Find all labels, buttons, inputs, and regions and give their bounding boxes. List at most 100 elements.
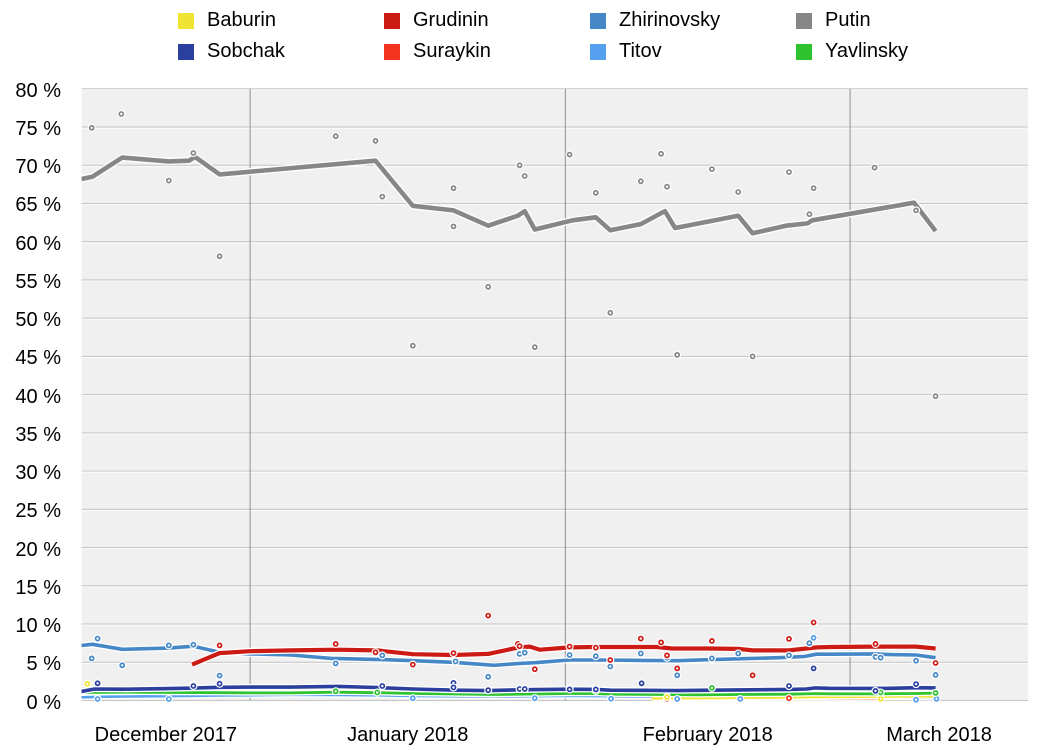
poll-point	[521, 173, 528, 179]
poll-point	[933, 695, 940, 702]
poll-point	[749, 672, 756, 679]
poll-point	[84, 680, 91, 687]
poll-point	[516, 643, 523, 650]
legend-swatch-baburin	[178, 12, 194, 29]
poll-point	[450, 650, 457, 656]
poll-point	[190, 641, 197, 648]
legend-label-zhirinovsky: Zhirinovsky	[619, 9, 721, 31]
poll-point	[332, 641, 339, 647]
poll-point	[566, 652, 573, 658]
poll-point	[450, 223, 457, 230]
poll-point	[749, 353, 756, 360]
poll-point	[806, 640, 813, 647]
legend-item-suraykin: Suraykin	[384, 40, 491, 62]
poll-point	[88, 655, 95, 662]
poll-point	[607, 657, 614, 663]
y-axis-tick-label-55: 55 %	[15, 270, 61, 293]
poll-point	[872, 641, 879, 647]
series-points-sobchak	[93, 664, 921, 695]
poll-point	[913, 681, 919, 687]
poll-point	[409, 695, 416, 702]
poll-point	[165, 642, 172, 649]
poll-point	[786, 695, 792, 702]
poll-point	[409, 661, 416, 668]
poll-point	[638, 680, 645, 687]
poll-point	[913, 657, 919, 664]
y-axis-tick-label-20: 20 %	[15, 538, 61, 561]
legend-item-zhirinovsky: Zhirinovsky	[590, 9, 721, 31]
poll-point	[674, 665, 681, 672]
poll-point	[485, 283, 492, 290]
poll-point	[566, 151, 573, 158]
poll-point	[932, 393, 939, 400]
poll-point	[658, 150, 664, 157]
y-axis-tick-label-60: 60 %	[15, 232, 61, 255]
poll-point	[566, 686, 573, 693]
poll-point	[877, 695, 884, 702]
poll-point	[372, 137, 379, 144]
poll-point	[786, 169, 792, 176]
poll-point	[913, 696, 919, 703]
legend-label-baburin: Baburin	[207, 9, 276, 31]
legend-swatch-grudinin	[384, 12, 400, 29]
poll-point	[607, 663, 614, 670]
legend-label-titov: Titov	[619, 40, 662, 62]
y-axis-tick-label-35: 35 %	[15, 423, 61, 446]
y-axis-tick-label-45: 45 %	[15, 347, 61, 370]
horizontal-gridlines	[81, 88, 1028, 703]
legend-swatch-suraykin	[384, 43, 400, 60]
legend-label-sobchak: Sobchak	[207, 40, 285, 62]
legend-label-grudinin: Grudinin	[413, 9, 489, 31]
poll-point	[531, 344, 538, 351]
poll-point	[216, 672, 223, 679]
poll-point	[592, 653, 599, 660]
y-axis-tick-label-75: 75 %	[15, 118, 61, 141]
legend-item-putin: Putin	[796, 9, 871, 31]
poll-point	[372, 649, 379, 656]
x-axis-label-march: March 2018	[886, 724, 992, 746]
poll-point	[608, 695, 614, 702]
series-line-stroke	[191, 644, 936, 667]
legend-item-baburin: Baburin	[178, 9, 276, 31]
poll-point	[810, 665, 817, 672]
legend-swatch-sobchak	[178, 43, 194, 60]
poll-point	[118, 111, 125, 117]
poll-point	[786, 636, 792, 642]
poll-point	[485, 612, 492, 619]
poll-point	[871, 164, 878, 171]
series-line-grudinin	[190, 643, 936, 668]
poll-point	[786, 683, 792, 689]
poll-point	[709, 638, 715, 644]
poll-point	[409, 342, 416, 349]
series-points-zhirinovsky	[87, 634, 940, 681]
poll-point	[452, 658, 459, 665]
poll-point	[913, 207, 919, 214]
poll-point	[379, 683, 386, 689]
poll-point	[674, 672, 681, 679]
poll-point	[190, 150, 197, 156]
poll-point	[94, 680, 101, 687]
y-axis-tick-label-50: 50 %	[15, 309, 61, 332]
series-points-grudinin	[215, 611, 940, 680]
poll-point	[485, 673, 492, 680]
y-axis-tick-label-70: 70 %	[15, 156, 61, 179]
poll-point	[374, 689, 381, 696]
poll-point	[810, 634, 817, 641]
legend-item-yavlinsky: Yavlinsky	[796, 40, 908, 62]
poll-point	[332, 660, 339, 667]
y-axis-tick-label-15: 15 %	[15, 576, 61, 599]
x-axis-label-december: December 2017	[94, 724, 237, 746]
poll-point	[450, 684, 457, 691]
series-points-putin	[87, 109, 940, 401]
poll-point	[516, 162, 523, 169]
x-axis-label-february: February 2018	[642, 724, 773, 746]
poll-point	[531, 695, 538, 702]
vertical-gridlines	[249, 88, 851, 701]
series-line-baburin	[651, 693, 934, 701]
poll-point	[332, 688, 339, 695]
poll-point	[119, 662, 126, 669]
series-line-putin	[81, 153, 939, 237]
poll-point	[531, 666, 538, 673]
poll-point	[607, 309, 614, 316]
